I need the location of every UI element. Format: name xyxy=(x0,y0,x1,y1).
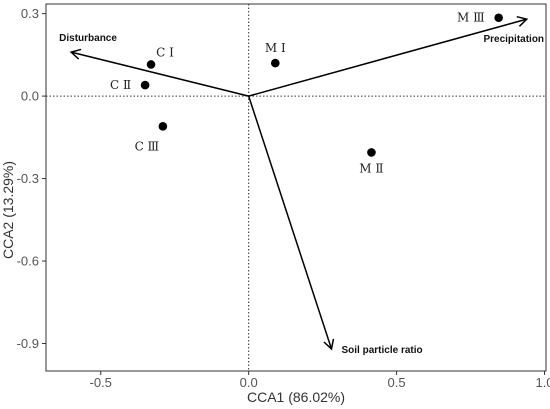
x-tick-label: 0.0 xyxy=(240,375,258,390)
plot-frame xyxy=(45,3,547,372)
y-axis-title: CCA2 (13.29%) xyxy=(0,161,16,259)
vector-label-disturbance: Disturbance xyxy=(59,33,117,44)
x-tick-label: 0.5 xyxy=(388,375,406,390)
y-tick-label: -0.9 xyxy=(17,336,39,351)
x-tick-label: -0.5 xyxy=(90,375,112,390)
vector-label-precipitation: Precipitation xyxy=(483,34,544,45)
site-point xyxy=(140,80,150,90)
vector-arrow-disturbance xyxy=(69,48,249,97)
x-tick-label: 1.0 xyxy=(535,375,550,390)
site-label: C Ⅰ xyxy=(156,45,174,59)
site-point xyxy=(494,13,503,23)
y-tick-label: 0.3 xyxy=(21,6,39,21)
site-label: M Ⅲ xyxy=(457,11,485,25)
axes: -0.5 0.0 0.5 1.0 0.3 0.0 -0.3 -0.6 -0.9 xyxy=(17,3,550,390)
site-point xyxy=(158,122,168,131)
site-label: C Ⅱ xyxy=(110,78,131,92)
site-point xyxy=(367,148,376,157)
y-tick-label: 0.0 xyxy=(21,89,39,104)
reference-lines xyxy=(46,4,546,371)
site-label: M Ⅱ xyxy=(359,161,383,175)
site-label: M Ⅰ xyxy=(265,41,286,55)
site-points: C Ⅰ C Ⅱ C Ⅲ M Ⅰ M Ⅱ M Ⅲ xyxy=(110,11,503,175)
site-point xyxy=(270,58,280,68)
vector-arrow-soil-particle-ratio xyxy=(247,95,335,351)
site-label: C Ⅲ xyxy=(135,139,160,153)
y-tick-label: -0.3 xyxy=(17,171,39,186)
site-point xyxy=(146,60,156,69)
x-axis-title: CCA1 (86.02%) xyxy=(247,389,345,405)
vector-label-soil-particle-ratio: Soil particle ratio xyxy=(342,345,423,356)
y-tick-label: -0.6 xyxy=(17,254,39,269)
vector-arrow-precipitation xyxy=(248,15,529,97)
environmental-vectors: Disturbance Precipitation Soil particle ra… xyxy=(59,15,544,356)
